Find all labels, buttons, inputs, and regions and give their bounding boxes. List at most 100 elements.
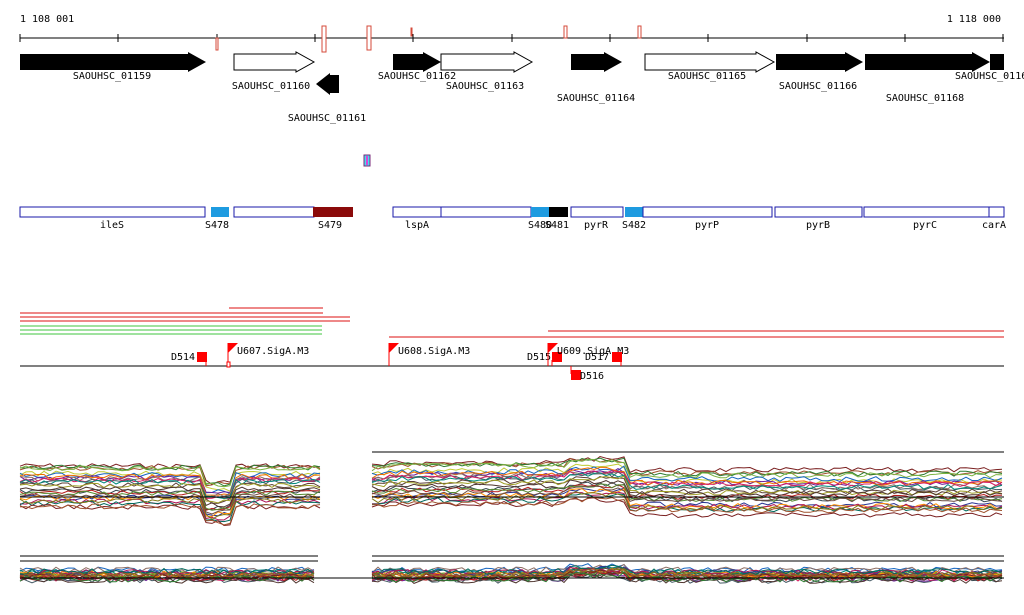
expression-line <box>371 455 1003 474</box>
ruler-ticks <box>19 34 1004 42</box>
expression-line <box>19 490 321 511</box>
expression-line <box>371 470 1003 491</box>
expression-line <box>371 475 1003 496</box>
expression-line <box>371 458 1003 479</box>
expression-profile-upper <box>19 451 1004 527</box>
gene-arrow[interactable] <box>440 51 534 73</box>
gene-arrow[interactable] <box>990 54 1004 70</box>
expression-line <box>19 495 321 518</box>
expression-line <box>19 482 321 504</box>
expression-line <box>371 567 1003 579</box>
region-box[interactable] <box>549 207 568 217</box>
expression-line <box>19 571 315 579</box>
gene-label: SAOUHSC_0116 <box>955 71 1024 82</box>
terminator-marker[interactable] <box>612 352 622 362</box>
gene-arrow[interactable] <box>316 73 339 95</box>
expression-line <box>371 457 1003 477</box>
region-label: pyrP <box>695 220 719 231</box>
gene-arrow[interactable] <box>393 52 441 72</box>
expression-line <box>371 487 1003 508</box>
expression-line <box>19 473 321 496</box>
expression-line <box>19 576 315 584</box>
expression-profile-lower <box>19 555 1004 584</box>
expression-line <box>19 572 315 580</box>
gene-label: SAOUHSC_01166 <box>779 81 857 92</box>
isolated-feature-marker <box>363 154 371 167</box>
feature-label: D515 <box>527 352 551 363</box>
gene-label: SAOUHSC_01164 <box>557 93 635 104</box>
region-box[interactable] <box>774 206 863 218</box>
feature-label: U607.SigA.M3 <box>237 346 309 357</box>
gene-track: SAOUHSC_01159 SAOUHSC_01160 SAOUHSC_0116… <box>20 51 1024 124</box>
gene-label: SAOUHSC_01163 <box>446 81 524 92</box>
region-box[interactable] <box>392 206 443 218</box>
region-box[interactable] <box>863 206 990 218</box>
gene-label: SAOUHSC_01168 <box>886 93 964 104</box>
promoter-flag[interactable] <box>388 343 399 366</box>
expression-line <box>19 478 321 500</box>
expression-line <box>371 479 1003 497</box>
region-box[interactable] <box>440 206 532 218</box>
gene-label: SAOUHSC_01160 <box>232 81 310 92</box>
expression-line <box>371 472 1003 490</box>
region-box[interactable] <box>531 207 549 217</box>
gene-arrow[interactable] <box>644 51 776 73</box>
region-label: S480 <box>528 220 552 231</box>
gene-arrow[interactable] <box>776 52 863 72</box>
terminator-marker[interactable] <box>552 352 562 362</box>
region-box[interactable] <box>313 207 353 217</box>
expression-line <box>371 568 1003 580</box>
gene-label: SAOUHSC_01159 <box>73 71 151 82</box>
feature-label: U608.SigA.M3 <box>398 346 470 357</box>
expression-line <box>19 492 321 515</box>
expression-line <box>19 503 321 526</box>
feature-label: U609.SigA.M3 <box>557 346 629 357</box>
expression-line <box>19 477 321 500</box>
feature-label: D517 <box>585 352 609 363</box>
gene-label: SAOUHSC_01165 <box>668 71 746 82</box>
ruler-end-label: 1 118 000 <box>947 14 1001 25</box>
region-box[interactable] <box>211 207 229 217</box>
terminator-marker[interactable] <box>197 352 207 362</box>
gene-arrow[interactable] <box>233 51 316 73</box>
expression-line <box>371 463 1003 485</box>
expression-line <box>19 500 321 523</box>
region-box[interactable] <box>988 206 1005 218</box>
region-label: lspA <box>405 220 429 231</box>
feature-label: D514 <box>171 352 195 363</box>
region-box[interactable] <box>570 206 624 218</box>
expression-line <box>371 485 1003 503</box>
expression-line <box>371 497 1003 519</box>
expression-line <box>19 569 315 576</box>
expression-line <box>19 486 321 508</box>
expression-line <box>371 491 1003 511</box>
promoter-flag[interactable] <box>226 343 238 368</box>
region-label: pyrC <box>913 220 937 231</box>
gene-arrow[interactable] <box>20 52 206 72</box>
expression-line <box>19 465 321 488</box>
promoter-flag[interactable] <box>547 343 558 366</box>
region-box[interactable] <box>19 206 206 218</box>
gene-arrow[interactable] <box>865 52 990 72</box>
region-label: S478 <box>205 220 229 231</box>
region-box[interactable] <box>642 206 773 218</box>
coverage-spans <box>20 307 1004 338</box>
expression-line <box>371 497 1003 514</box>
expression-line <box>19 498 321 521</box>
region-box[interactable] <box>233 206 315 218</box>
expression-line <box>19 575 315 583</box>
expression-line <box>19 497 321 520</box>
region-label: ileS <box>100 220 124 231</box>
feature-label: D516 <box>580 371 604 382</box>
region-label: pyrB <box>806 220 830 231</box>
ruler-markers <box>215 25 642 53</box>
region-box[interactable] <box>625 207 643 217</box>
gene-arrow[interactable] <box>571 52 622 72</box>
ruler-start-label: 1 108 001 <box>20 14 74 25</box>
terminator-marker[interactable] <box>571 370 581 380</box>
expression-line <box>19 567 315 575</box>
region-label: pyrR <box>584 220 609 231</box>
gene-label: SAOUHSC_01162 <box>378 71 456 82</box>
